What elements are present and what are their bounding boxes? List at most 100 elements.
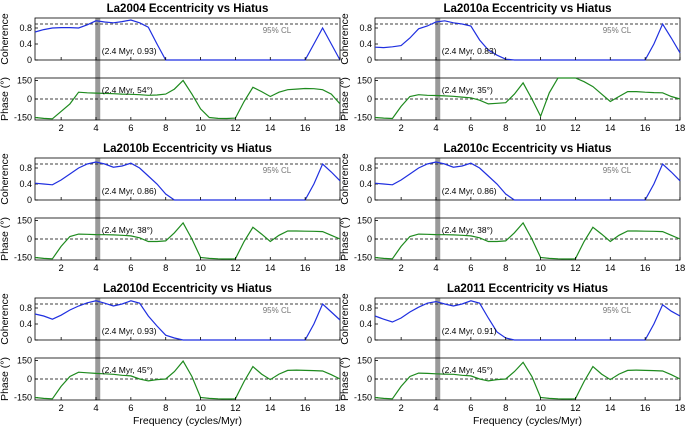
x-tick-label: 12 bbox=[570, 403, 581, 414]
panel-title: La2010a Eccentricity vs Hiatus bbox=[443, 3, 611, 15]
coh-tick-label: 0.8 bbox=[359, 23, 372, 33]
panel-5: La2010d Eccentricity vs Hiatus 95% CL 0 0.4… bbox=[0, 283, 345, 427]
coh-tick-label: 0.8 bbox=[19, 303, 32, 313]
coherence-annotation: (2.4 Myr, 0.86) bbox=[442, 186, 497, 196]
phase-ylabel: Phase (°) bbox=[0, 77, 11, 121]
coherence-series-line bbox=[374, 161, 681, 201]
coherence-series-line bbox=[374, 20, 681, 61]
coherence-ylabel: Coherence bbox=[339, 293, 351, 345]
phase-annotation: (2.4 Myr, 35°) bbox=[442, 85, 493, 95]
cl-label: 95% CL bbox=[263, 306, 292, 315]
phase-tick-label: 0 bbox=[27, 94, 32, 104]
coherence-ylabel: Coherence bbox=[0, 13, 11, 65]
coh-tick-label: 0.4 bbox=[19, 39, 32, 49]
x-tick-label: 14 bbox=[265, 123, 276, 134]
highlight-bar bbox=[435, 18, 441, 120]
x-tick-label: 4 bbox=[433, 403, 438, 414]
panel-4: La2010c Eccentricity vs Hiatus 95% CL 0 0.4… bbox=[339, 143, 685, 274]
x-tick-label: 16 bbox=[640, 263, 651, 274]
phase-tick-label: 0 bbox=[367, 94, 372, 104]
phase-tick-label: 150 bbox=[17, 215, 32, 225]
x-tick-label: 4 bbox=[93, 123, 98, 134]
x-tick-label: 16 bbox=[640, 403, 651, 414]
x-tick-label: 14 bbox=[605, 263, 616, 274]
x-tick-label: 8 bbox=[163, 263, 168, 274]
panel-title: La2011 Eccentricity vs Hiatus bbox=[447, 283, 608, 295]
cl-label: 95% CL bbox=[603, 166, 632, 175]
x-tick-label: 8 bbox=[163, 123, 168, 134]
x-tick-label: 10 bbox=[535, 123, 546, 134]
coherence-ylabel: Coherence bbox=[0, 293, 11, 345]
panel-title: La2010c Eccentricity vs Hiatus bbox=[443, 143, 611, 155]
x-tick-label: 6 bbox=[468, 123, 473, 134]
x-tick-label: 8 bbox=[503, 263, 508, 274]
phase-tick-label: 150 bbox=[17, 355, 32, 365]
coherence-series-line bbox=[374, 300, 681, 341]
x-tick-label: 16 bbox=[300, 123, 311, 134]
x-tick-label: 12 bbox=[570, 263, 581, 274]
phase-tick-label: -150 bbox=[354, 113, 372, 123]
x-tick-label: 2 bbox=[398, 123, 403, 134]
x-tick-label: 12 bbox=[230, 123, 241, 134]
coherence-annotation: (2.4 Myr, 0.93) bbox=[102, 326, 157, 336]
phase-tick-label: -150 bbox=[14, 253, 32, 263]
x-tick-label: 2 bbox=[58, 403, 63, 414]
phase-ylabel: Phase (°) bbox=[339, 77, 351, 121]
panel-6: La2011 Eccentricity vs Hiatus 95% CL 0 0.4 0… bbox=[339, 283, 685, 427]
highlight-bar bbox=[95, 18, 101, 120]
coherence-ylabel: Coherence bbox=[0, 153, 11, 205]
x-tick-label: 2 bbox=[58, 123, 63, 134]
coh-tick-label: 0.8 bbox=[19, 23, 32, 33]
coh-tick-label: 0.8 bbox=[359, 163, 372, 173]
x-tick-label: 4 bbox=[93, 263, 98, 274]
x-tick-label: 6 bbox=[128, 263, 133, 274]
x-axis-label: Frequency (cycles/Myr) bbox=[473, 415, 582, 427]
phase-ylabel: Phase (°) bbox=[339, 217, 351, 261]
highlight-bar bbox=[95, 158, 101, 260]
coh-tick-label: 0.8 bbox=[359, 303, 372, 313]
phase-tick-label: 150 bbox=[357, 75, 372, 85]
phase-annotation: (2.4 Myr, 54°) bbox=[102, 85, 153, 95]
x-tick-label: 4 bbox=[433, 123, 438, 134]
phase-tick-label: -150 bbox=[354, 393, 372, 403]
x-tick-label: 10 bbox=[535, 263, 546, 274]
x-tick-label: 12 bbox=[230, 403, 241, 414]
x-tick-label: 14 bbox=[265, 403, 276, 414]
coherence-series-line bbox=[34, 300, 341, 341]
panel-1: La2004 Eccentricity vs Hiatus 95% CL 0 0.4 0… bbox=[0, 3, 345, 134]
coh-tick-label: 0 bbox=[27, 55, 32, 65]
coherence-annotation: (2.4 Myr, 0.91) bbox=[442, 326, 497, 336]
x-tick-label: 16 bbox=[300, 403, 311, 414]
phase-tick-label: -150 bbox=[14, 393, 32, 403]
phase-tick-label: -150 bbox=[14, 113, 32, 123]
x-tick-label: 6 bbox=[128, 403, 133, 414]
x-tick-label: 6 bbox=[468, 403, 473, 414]
x-tick-label: 10 bbox=[535, 403, 546, 414]
phase-series-line bbox=[34, 79, 341, 120]
panel-3: La2010b Eccentricity vs Hiatus 95% CL 0 0.4… bbox=[0, 143, 345, 274]
x-tick-label: 2 bbox=[398, 403, 403, 414]
coh-tick-label: 0.4 bbox=[359, 319, 372, 329]
phase-tick-label: 0 bbox=[367, 234, 372, 244]
panel-title: La2010b Eccentricity vs Hiatus bbox=[103, 143, 272, 155]
x-tick-label: 14 bbox=[605, 403, 616, 414]
coherence-annotation: (2.4 Myr, 0.83) bbox=[442, 46, 497, 56]
phase-tick-label: 0 bbox=[367, 374, 372, 384]
x-tick-label: 6 bbox=[468, 263, 473, 274]
x-tick-label: 18 bbox=[675, 403, 685, 414]
x-tick-label: 2 bbox=[58, 263, 63, 274]
phase-tick-label: 150 bbox=[357, 355, 372, 365]
phase-series-line bbox=[374, 361, 681, 400]
cl-label: 95% CL bbox=[603, 306, 632, 315]
phase-series-line bbox=[374, 221, 681, 260]
phase-ylabel: Phase (°) bbox=[339, 357, 351, 401]
phase-series-line bbox=[34, 221, 341, 260]
x-tick-label: 18 bbox=[335, 403, 346, 414]
coherence-ylabel: Coherence bbox=[339, 13, 351, 65]
x-tick-label: 4 bbox=[93, 403, 98, 414]
cl-label: 95% CL bbox=[603, 26, 632, 35]
highlight-bar bbox=[95, 298, 101, 400]
phase-ylabel: Phase (°) bbox=[0, 357, 11, 401]
coh-tick-label: 0 bbox=[27, 335, 32, 345]
